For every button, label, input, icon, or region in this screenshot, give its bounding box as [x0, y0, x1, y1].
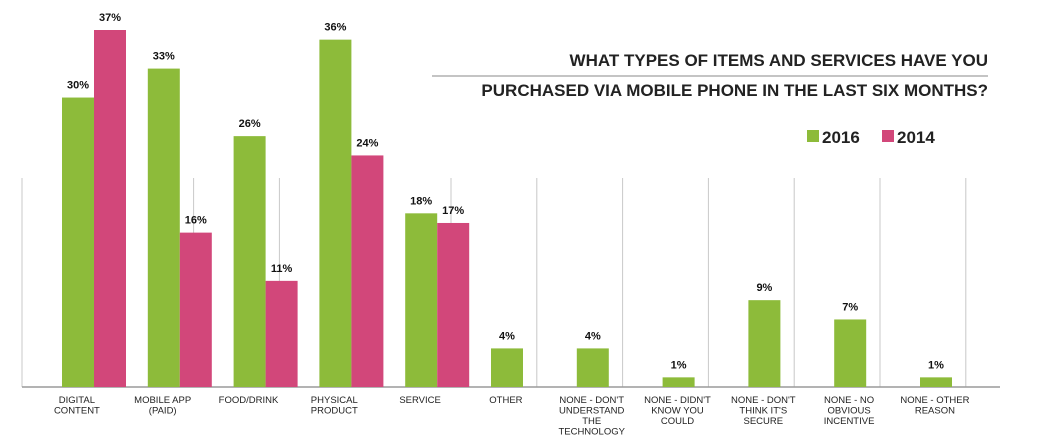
category-label: PHYSICAL PRODUCT: [311, 395, 358, 417]
value-labels: 30% 37% 33% 16% 26% 11% 36% 24% 18% 17% 4% 4% 1% 9% 7%…: [67, 12, 944, 371]
value-label: 1%: [671, 359, 687, 371]
bar-2016: [576, 348, 609, 387]
bar-2016: [319, 39, 352, 387]
bar-2014: [94, 30, 126, 387]
value-label: 17%: [442, 205, 464, 217]
value-label: 36%: [324, 22, 346, 34]
legend-label-2014: 2014: [897, 128, 935, 147]
bar-2014: [265, 280, 298, 387]
value-label: 26%: [239, 118, 261, 130]
category-label: NONE - NO OBVIOUS INCENTIVE: [824, 395, 875, 427]
bar-2016: [491, 348, 523, 387]
value-label: 7%: [842, 301, 858, 313]
value-label: 18%: [410, 195, 432, 207]
value-label: 4%: [585, 330, 601, 342]
value-label: 9%: [756, 282, 772, 294]
bar-2016: [62, 97, 94, 388]
value-label: 24%: [356, 137, 378, 149]
bar-2014: [351, 155, 384, 387]
bar-2016: [405, 213, 438, 387]
chart-title-line-1: WHAT TYPES OF ITEMS AND SERVICES HAVE YO…: [570, 51, 988, 70]
value-label: 4%: [499, 330, 515, 342]
value-label: 16%: [185, 215, 207, 227]
category-label: SERVICE: [399, 395, 441, 406]
bar-2014: [179, 232, 212, 387]
legend-swatch-2014: [882, 130, 894, 142]
category-label: FOOD/DRINK: [219, 395, 279, 406]
bar-2016: [147, 68, 180, 387]
value-label: 33%: [153, 51, 175, 63]
bar-2016: [233, 136, 266, 387]
category-label: NONE - DIDN'T KNOW YOU COULD: [644, 395, 711, 427]
value-label: 11%: [271, 263, 293, 275]
category-labels: DIGITAL CONTENT MOBILE APP (PAID) FOOD/DRINK…: [54, 395, 970, 438]
bar-2016: [662, 377, 695, 387]
bar-2016: [920, 377, 952, 387]
legend-swatch-2016: [807, 130, 819, 142]
category-label: DIGITAL CONTENT: [54, 395, 100, 417]
bars: [62, 30, 952, 388]
category-label: NONE - OTHER REASON: [900, 395, 969, 417]
value-label: 37%: [99, 12, 121, 24]
value-label: 30%: [67, 80, 89, 92]
category-label: MOBILE APP (PAID): [134, 395, 191, 417]
legend-label-2016: 2016: [822, 128, 860, 147]
bar-2016: [748, 300, 781, 387]
legend: 2016 2014: [807, 128, 935, 147]
value-label: 1%: [928, 359, 944, 371]
bar-2016: [834, 319, 867, 387]
category-label: NONE - DON'T THINK IT'S SECURE: [731, 395, 796, 427]
bar-2014: [437, 222, 470, 387]
chart-title-line-2: PURCHASED VIA MOBILE PHONE IN THE LAST S…: [481, 81, 988, 100]
category-label: NONE - DON'T UNDERSTAND THE TECHNOLOGY: [558, 395, 625, 438]
category-label: OTHER: [489, 395, 522, 406]
